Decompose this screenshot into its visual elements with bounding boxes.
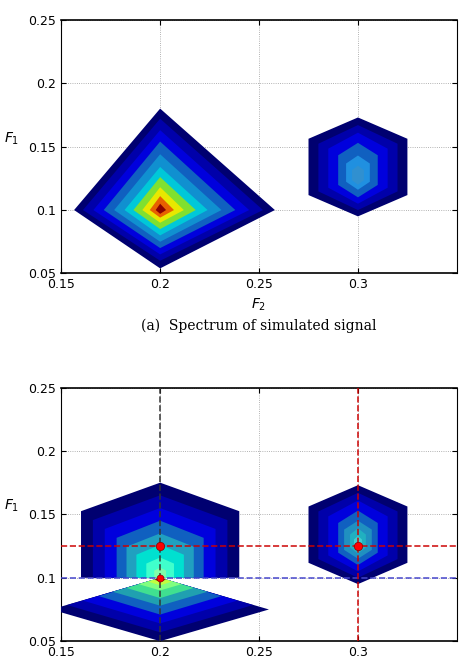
Text: (a)  Spectrum of simulated signal: (a) Spectrum of simulated signal (141, 319, 377, 334)
Polygon shape (328, 500, 388, 571)
Polygon shape (93, 130, 249, 254)
Polygon shape (51, 578, 269, 641)
Polygon shape (138, 578, 182, 590)
Polygon shape (81, 483, 239, 578)
Polygon shape (104, 141, 236, 248)
Polygon shape (318, 493, 398, 578)
Polygon shape (154, 568, 166, 578)
Polygon shape (83, 578, 237, 623)
Polygon shape (127, 533, 194, 578)
Y-axis label: $F_1$: $F_1$ (4, 498, 19, 514)
Polygon shape (74, 108, 275, 268)
X-axis label: $F_2$: $F_2$ (252, 297, 267, 313)
Polygon shape (154, 578, 166, 582)
Polygon shape (114, 154, 221, 242)
Polygon shape (354, 536, 362, 550)
Polygon shape (352, 166, 364, 184)
Polygon shape (318, 125, 398, 210)
Polygon shape (156, 204, 166, 214)
Polygon shape (344, 521, 372, 559)
Polygon shape (148, 578, 172, 586)
Polygon shape (338, 143, 378, 198)
Polygon shape (117, 521, 203, 578)
Polygon shape (346, 155, 370, 190)
Polygon shape (83, 119, 263, 260)
Polygon shape (127, 578, 194, 598)
Polygon shape (338, 510, 378, 565)
Polygon shape (350, 528, 366, 554)
Polygon shape (93, 495, 227, 578)
Polygon shape (133, 177, 196, 229)
Polygon shape (99, 578, 221, 615)
Polygon shape (105, 508, 216, 578)
Polygon shape (146, 557, 174, 578)
Polygon shape (309, 118, 407, 216)
Polygon shape (142, 187, 184, 223)
Polygon shape (67, 578, 253, 633)
Polygon shape (137, 545, 184, 578)
Polygon shape (328, 133, 388, 204)
Polygon shape (150, 196, 174, 217)
Polygon shape (124, 167, 208, 235)
Y-axis label: $F_1$: $F_1$ (4, 130, 19, 147)
Polygon shape (309, 485, 407, 584)
Polygon shape (113, 578, 208, 605)
